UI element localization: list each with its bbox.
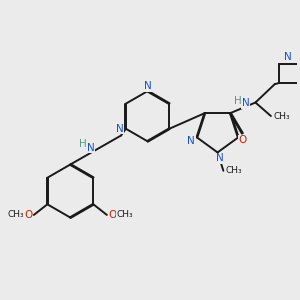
Text: N: N: [116, 124, 124, 134]
Text: CH₃: CH₃: [7, 210, 24, 219]
Text: N: N: [242, 98, 250, 108]
Text: CH₃: CH₃: [117, 210, 134, 219]
Text: N: N: [144, 81, 152, 91]
Text: O: O: [109, 210, 117, 220]
Text: O: O: [238, 135, 247, 145]
Text: N: N: [87, 142, 95, 153]
Text: O: O: [24, 210, 32, 220]
Text: N: N: [187, 136, 195, 146]
Text: N: N: [284, 52, 292, 62]
Text: N: N: [216, 153, 224, 163]
Text: CH₃: CH₃: [226, 166, 242, 175]
Text: H: H: [234, 96, 242, 106]
Text: CH₃: CH₃: [273, 112, 290, 121]
Text: H: H: [79, 139, 87, 149]
